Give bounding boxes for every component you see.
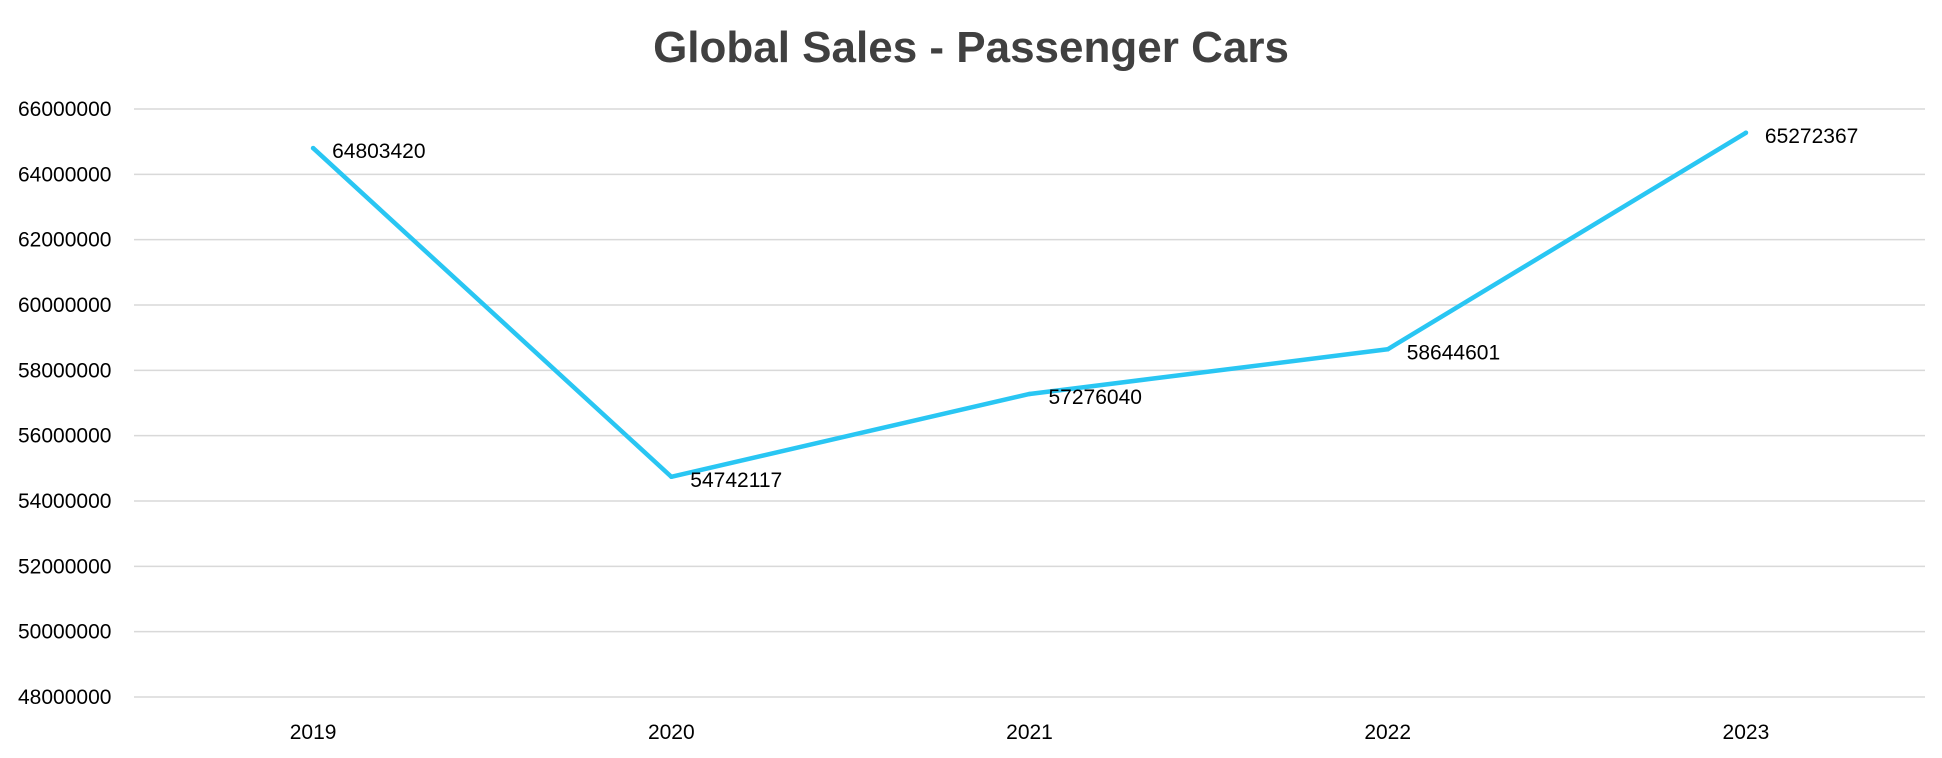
x-tick-label: 2019 — [290, 721, 337, 744]
x-axis: 2019 2020 2021 2022 2023 — [290, 721, 1770, 744]
data-point — [310, 145, 316, 151]
data-labels: 64803420 54742117 57276040 58644601 65272367 — [332, 125, 1858, 492]
data-point — [1385, 347, 1390, 352]
data-point — [669, 474, 674, 480]
x-tick-label: 2021 — [1006, 721, 1053, 744]
y-tick-label: 60000000 — [18, 294, 111, 317]
data-label: 58644601 — [1407, 341, 1500, 364]
x-tick-label: 2020 — [648, 721, 695, 744]
y-tick-label: 58000000 — [18, 359, 111, 382]
y-tick-label: 54000000 — [18, 490, 111, 513]
y-tick-label: 64000000 — [18, 163, 111, 186]
data-point — [1027, 391, 1032, 397]
y-tick-label: 50000000 — [18, 621, 111, 644]
data-label: 65272367 — [1765, 125, 1858, 148]
data-point — [1743, 130, 1749, 136]
y-tick-label: 62000000 — [18, 229, 111, 252]
x-tick-label: 2022 — [1364, 721, 1411, 744]
gridlines — [134, 108, 1925, 698]
data-label: 57276040 — [1049, 386, 1142, 409]
data-label: 64803420 — [332, 140, 425, 163]
y-axis: 48000000 50000000 52000000 54000000 56000000… — [18, 98, 111, 709]
x-tick-label: 2023 — [1723, 721, 1770, 744]
y-tick-label: 48000000 — [18, 686, 111, 709]
y-tick-label: 52000000 — [18, 555, 111, 578]
y-tick-label: 56000000 — [18, 425, 111, 448]
chart-title: Global Sales - Passenger Cars — [653, 23, 1289, 72]
y-tick-label: 66000000 — [18, 98, 111, 121]
series — [310, 130, 1749, 480]
data-label: 54742117 — [690, 469, 782, 492]
